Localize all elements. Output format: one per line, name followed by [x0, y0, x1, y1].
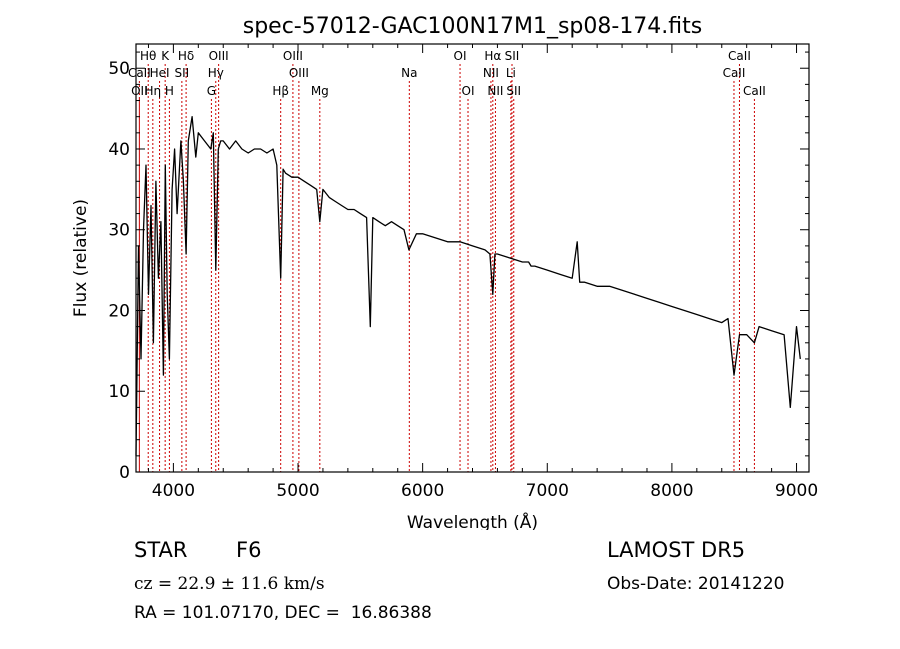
line-marker-label: K: [161, 49, 170, 63]
line-marker-label: Hδ: [178, 49, 194, 63]
line-marker-label: SII: [505, 49, 520, 63]
redshift-label: cz = 22.9 ± 11.6 km/s: [134, 574, 325, 594]
line-marker-label: Hβ: [272, 84, 289, 98]
line-marker-label: OIII: [283, 49, 303, 63]
y-tick-label: 10: [108, 382, 130, 402]
y-tick-label: 50: [108, 59, 130, 79]
spectrum-series-line: [135, 116, 801, 456]
line-marker-label: HeI: [150, 66, 170, 80]
x-tick-label: 8000: [650, 481, 693, 501]
line-marker-label: CaII: [728, 49, 751, 63]
line-marker-label: OI: [454, 49, 467, 63]
plot-frame: [135, 43, 810, 473]
x-tick-label: 4000: [152, 481, 195, 501]
line-marker-label: H: [165, 84, 174, 98]
line-marker-label: CaII: [723, 66, 746, 80]
x-tick-label: 6000: [401, 481, 444, 501]
line-marker-label: Hη: [145, 84, 162, 98]
chart-title: spec-57012-GAC100N17M1_sp08-174.fits: [243, 14, 703, 39]
line-marker-label: CaII: [743, 84, 766, 98]
survey-label: LAMOST DR5: [607, 538, 746, 562]
line-marker-label: Hγ: [208, 66, 224, 80]
coordinates-label: RA = 101.07170, DEC = 16.86388: [134, 603, 432, 623]
y-axis-label: Flux (relative): [71, 199, 91, 317]
x-tick-label: 9000: [775, 481, 818, 501]
line-marker-label: G: [207, 84, 216, 98]
x-tick-label: 5000: [276, 481, 319, 501]
line-marker-label: OIII: [289, 66, 309, 80]
line-marker-label: OIII: [209, 49, 229, 63]
line-marker-label: CaII: [128, 66, 151, 80]
spectral-subclass-label: F6: [236, 538, 262, 562]
object-type-label: STAR: [134, 538, 188, 562]
line-marker-label: Hα: [484, 49, 501, 63]
line-marker-label: NII: [483, 66, 499, 80]
line-marker-label: SII: [175, 66, 190, 80]
line-marker-label: OII: [131, 84, 148, 98]
line-marker-label: SII: [506, 84, 521, 98]
line-marker-label: Li: [506, 66, 516, 80]
obs-date-label: Obs-Date: 20141220: [607, 574, 785, 594]
y-tick-label: 30: [108, 221, 130, 241]
line-marker-label: NII: [487, 84, 503, 98]
x-tick-label: 7000: [526, 481, 569, 501]
line-marker-label: Mg: [311, 84, 329, 98]
x-axis-label: Wavelength (Å): [407, 511, 538, 530]
line-marker-label: Na: [401, 66, 417, 80]
y-tick-label: 20: [108, 301, 130, 321]
y-tick-label: 40: [108, 140, 130, 160]
line-marker-label: OI: [462, 84, 475, 98]
line-marker-label: Hθ: [140, 49, 156, 63]
y-tick-label: 0: [119, 463, 130, 483]
